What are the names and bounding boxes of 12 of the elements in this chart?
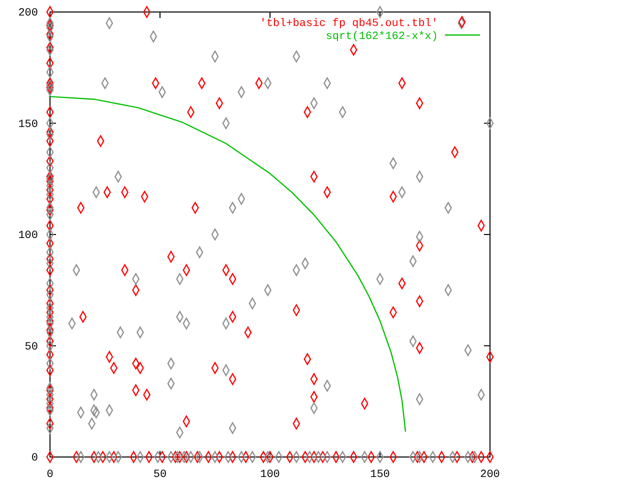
x-tick-label: 150	[370, 468, 390, 480]
legend-label: 'tbl+basic fp qb45.out.tbl'	[260, 18, 438, 30]
legend-label: sqrt(162*162-x*x)	[326, 31, 438, 43]
x-tick-label: 100	[260, 468, 280, 480]
x-tick-label: 200	[480, 468, 500, 480]
y-tick-label: 0	[31, 452, 38, 465]
y-tick-label: 100	[18, 230, 38, 242]
y-tick-label: 150	[18, 118, 38, 131]
x-tick-label: 50	[153, 468, 167, 480]
x-tick-label: 0	[46, 468, 54, 480]
y-tick-label: 200	[18, 8, 38, 20]
y-tick-label: 50	[24, 341, 38, 354]
